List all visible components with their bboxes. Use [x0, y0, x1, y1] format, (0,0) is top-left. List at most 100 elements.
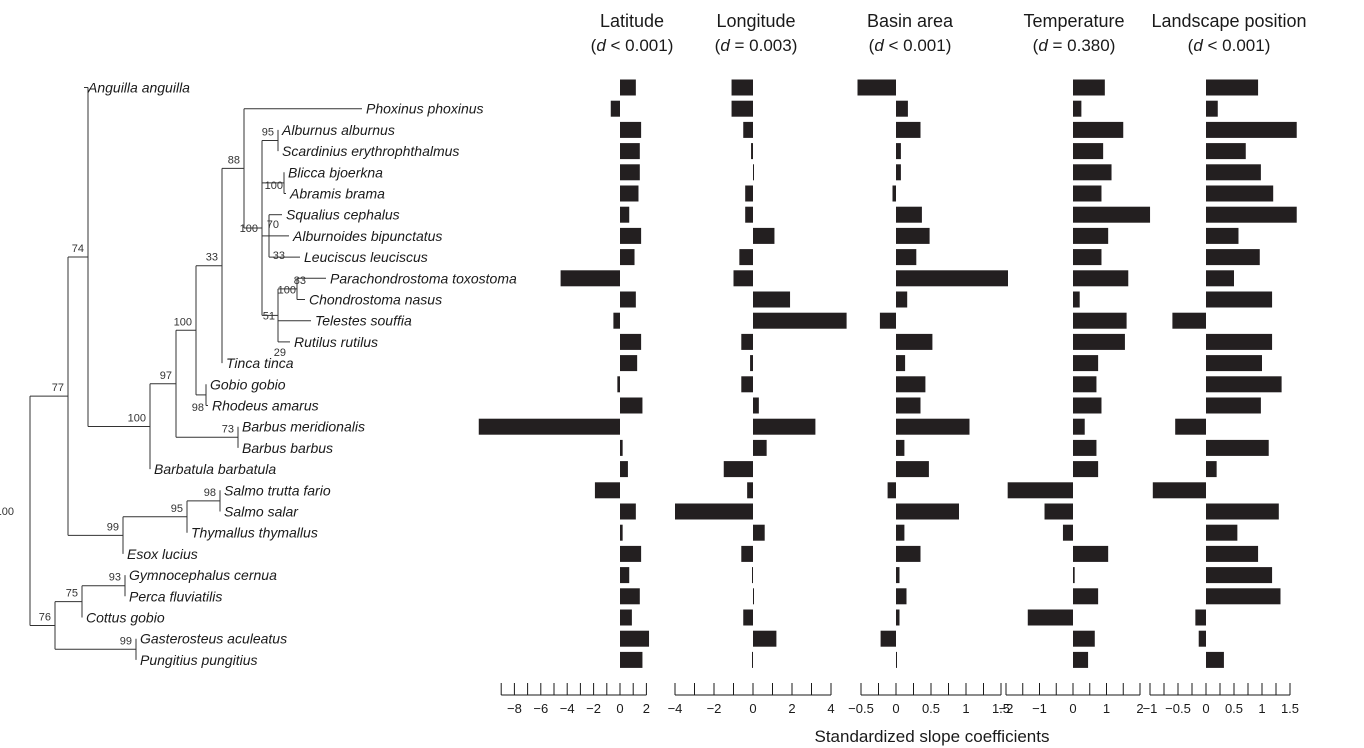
bar-gobio-gobio: [617, 376, 620, 393]
bar-alburnus-alburnus: [1073, 121, 1124, 138]
support-value: 88: [228, 154, 240, 166]
tick-label: −2: [707, 701, 722, 716]
bar-blicca-bjoerkna: [620, 164, 640, 181]
bar-salmo-trutta-fario: [887, 482, 896, 499]
panel-3: Temperature (d = 0.380) −2 −1 0 1 2: [999, 11, 1151, 716]
bar-chondrostoma-nasus: [1206, 291, 1273, 308]
bar-rutilus-rutilus: [741, 333, 753, 350]
bar-scardinius-erythrophthalmus: [1206, 143, 1246, 160]
bar-gasterosteus-aculeatus: [753, 630, 777, 647]
species-label: Pungitius pungitius: [140, 652, 258, 668]
support-value: 75: [66, 588, 78, 600]
bar-chondrostoma-nasus: [620, 291, 636, 308]
bar-blicca-bjoerkna: [896, 164, 901, 181]
bar-squalius-cephalus: [745, 206, 753, 223]
bar-anguilla-anguilla: [857, 79, 896, 96]
species-label: Cottus gobio: [86, 610, 165, 626]
bar-tinca-tinca: [896, 355, 906, 372]
bar-barbus-meridionalis: [896, 418, 970, 435]
panel-subtitle: (d < 0.001): [1188, 36, 1271, 55]
bar-tinca-tinca: [620, 355, 638, 372]
bar-barbus-meridionalis: [753, 418, 816, 435]
bar-anguilla-anguilla: [1073, 79, 1105, 96]
tick-label: 0.5: [1225, 701, 1243, 716]
bar-chondrostoma-nasus: [753, 291, 791, 308]
panel-2: Basin area (d < 0.001) −0.5 0 0.5 1 1.5: [848, 11, 1010, 716]
support-value: 76: [39, 611, 51, 623]
species-label: Thymallus thymallus: [191, 525, 318, 541]
bar-phoxinus-phoxinus: [1206, 100, 1218, 117]
bar-chondrostoma-nasus: [1073, 291, 1080, 308]
bar-gymnocephalus-cernua: [752, 567, 753, 584]
bar-rutilus-rutilus: [620, 333, 642, 350]
bar-abramis-brama: [1206, 185, 1274, 202]
bar-parachondrostoma-toxostoma: [560, 270, 620, 287]
tick-label: 2: [1136, 701, 1143, 716]
support-value: 100: [265, 180, 283, 192]
species-label: Chondrostoma nasus: [309, 292, 442, 308]
bar-perca-fluviatilis: [1206, 588, 1281, 605]
tick-label: 1.5: [1281, 701, 1299, 716]
x-axis-label: Standardized slope coefficients: [814, 727, 1049, 746]
bar-scardinius-erythrophthalmus: [620, 143, 640, 160]
bar-gobio-gobio: [896, 376, 926, 393]
species-label: Anguilla anguilla: [87, 80, 190, 96]
bar-parachondrostoma-toxostoma: [1073, 270, 1129, 287]
bar-rhodeus-amarus: [1206, 397, 1261, 414]
bar-cottus-gobio: [896, 609, 900, 626]
bar-telestes-souffia: [879, 312, 896, 329]
bar-esox-lucius: [741, 545, 753, 562]
bar-anguilla-anguilla: [620, 79, 636, 96]
bar-abramis-brama: [745, 185, 753, 202]
bar-squalius-cephalus: [620, 206, 630, 223]
bar-barbatula-barbatula: [723, 461, 753, 478]
bar-blicca-bjoerkna: [753, 164, 754, 181]
bar-gymnocephalus-cernua: [1206, 567, 1273, 584]
bar-parachondrostoma-toxostoma: [733, 270, 753, 287]
bar-thymallus-thymallus: [620, 524, 623, 541]
bar-pungitius-pungitius: [1073, 651, 1089, 668]
bar-leuciscus-leuciscus: [1073, 249, 1102, 266]
bar-barbus-meridionalis: [1073, 418, 1085, 435]
support-value: 33: [206, 252, 218, 264]
support-value: 97: [160, 370, 172, 382]
bar-phoxinus-phoxinus: [896, 100, 908, 117]
bar-alburnoides-bipunctatus: [1073, 227, 1109, 244]
bar-gymnocephalus-cernua: [1073, 567, 1075, 584]
slope-panels: Latitude (d < 0.001) −8 −6 −4 −2 0 2 Longitude (d…: [478, 11, 1307, 716]
panel-1: Longitude (d = 0.003) −4 −2 0 2 4: [668, 11, 847, 716]
species-label: Tinca tinca: [226, 355, 294, 371]
bar-leuciscus-leuciscus: [739, 249, 753, 266]
support-value: 74: [72, 243, 84, 255]
species-label: Scardinius erythrophthalmus: [282, 143, 459, 159]
support-value: 95: [171, 503, 183, 515]
support-value: 100: [174, 316, 192, 328]
panel-title: Basin area: [867, 11, 954, 31]
tick-label: 0: [1069, 701, 1076, 716]
tick-label: −4: [668, 701, 683, 716]
bar-esox-lucius: [1206, 545, 1259, 562]
bar-telestes-souffia: [613, 312, 620, 329]
bar-pungitius-pungitius: [896, 651, 897, 668]
tick-label: −1: [1143, 701, 1158, 716]
bar-phoxinus-phoxinus: [731, 100, 753, 117]
bar-gasterosteus-aculeatus: [1198, 630, 1206, 647]
bar-phoxinus-phoxinus: [1073, 100, 1082, 117]
tick-label: 0: [749, 701, 756, 716]
bar-barbus-meridionalis: [1175, 418, 1206, 435]
species-label: Barbatula barbatula: [154, 461, 276, 477]
bar-phoxinus-phoxinus: [610, 100, 620, 117]
tick-label: 0: [1202, 701, 1209, 716]
bar-rutilus-rutilus: [896, 333, 933, 350]
panel-title: Latitude: [600, 11, 664, 31]
support-value: 77: [52, 382, 64, 394]
panel-subtitle: (d = 0.003): [715, 36, 798, 55]
panel-title: Longitude: [716, 11, 795, 31]
support-value: 100: [278, 285, 296, 297]
species-label: Blicca bjoerkna: [288, 164, 383, 180]
bar-salmo-trutta-fario: [594, 482, 620, 499]
species-label: Esox lucius: [127, 546, 198, 562]
bar-tinca-tinca: [750, 355, 753, 372]
support-value: 99: [107, 521, 119, 533]
